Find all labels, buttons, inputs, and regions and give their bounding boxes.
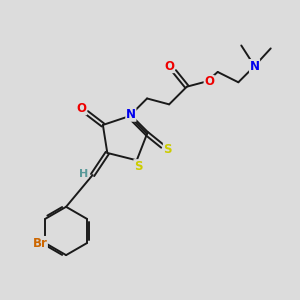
Text: H: H bbox=[79, 169, 88, 178]
Text: N: N bbox=[250, 60, 260, 73]
Text: O: O bbox=[164, 60, 174, 73]
Text: O: O bbox=[204, 76, 214, 88]
Text: N: N bbox=[126, 108, 136, 121]
Text: O: O bbox=[77, 102, 87, 115]
Text: S: S bbox=[134, 160, 142, 173]
Text: S: S bbox=[164, 143, 172, 156]
Text: Br: Br bbox=[32, 236, 47, 250]
